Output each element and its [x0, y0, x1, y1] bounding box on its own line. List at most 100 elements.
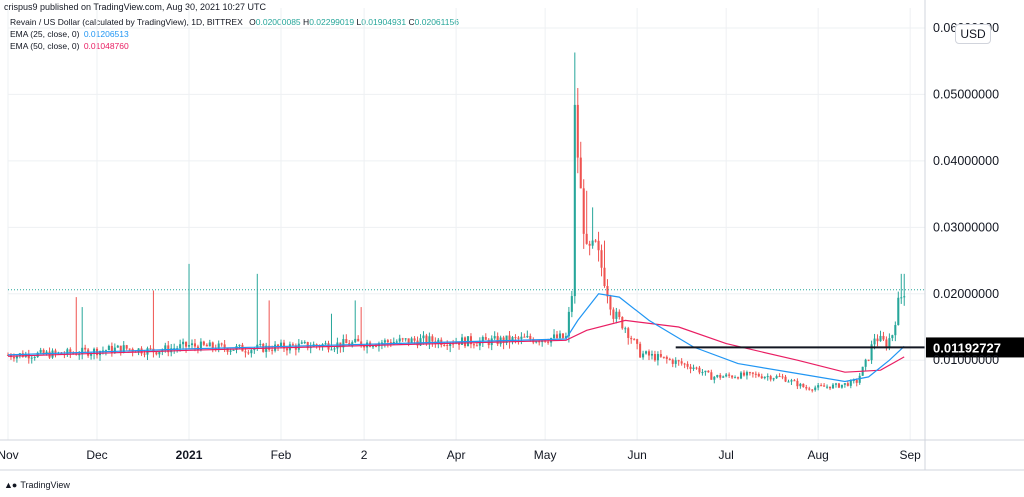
x-tick-label: 2021 [176, 448, 203, 462]
candle-body [636, 339, 639, 344]
support-price-label-bg [926, 337, 1024, 358]
candle-body [93, 348, 96, 354]
candle-body [125, 345, 128, 349]
candle-body [897, 297, 900, 326]
candle-body [217, 343, 220, 350]
x-tick-label: Apr [447, 448, 466, 462]
x-tick-label: Nov [0, 448, 19, 462]
candle-body [185, 341, 188, 347]
legend-ema25-label: EMA (25, close, 0) [10, 29, 80, 39]
candle-body [33, 357, 36, 359]
candle-body [647, 351, 651, 356]
candle-body [555, 334, 559, 338]
candle-body [226, 348, 229, 352]
axes: 0.060000000.050000000.040000000.03000000… [0, 0, 1024, 471]
candle-body [701, 372, 704, 374]
candle-body [21, 353, 24, 357]
candle-body [113, 347, 116, 353]
candle-body [208, 342, 211, 347]
candle-body [170, 348, 173, 353]
x-tick-label: Aug [807, 448, 828, 462]
candle-body [742, 372, 746, 376]
candle-body [689, 366, 692, 369]
candle-body [784, 376, 787, 382]
y-tick-label: 0.03000000 [933, 220, 999, 234]
candle-body [665, 356, 668, 359]
candle-body [182, 341, 185, 345]
candle-body [205, 344, 208, 347]
candle-body [722, 376, 725, 378]
ema25-line [7, 293, 905, 383]
candle-body [282, 342, 286, 349]
candle-body [642, 353, 645, 358]
candle-body [508, 335, 511, 342]
candle-body [223, 344, 226, 349]
support-price-label: 0.01192727 [933, 340, 1001, 355]
candle-body [383, 340, 386, 343]
candle-body [686, 363, 689, 367]
candle-body [232, 349, 235, 351]
candle-body [303, 342, 306, 344]
candle-body [179, 344, 182, 349]
candle-body [734, 377, 737, 379]
candle-body [775, 376, 778, 379]
candle-body [579, 157, 582, 189]
publish-info: crispus9 published on TradingView.com, A… [4, 2, 266, 12]
y-tick-label: 0.05000000 [933, 87, 999, 101]
candle-body [517, 337, 520, 339]
candle-body [754, 373, 757, 375]
candle-body [745, 372, 748, 376]
candle-body [849, 380, 852, 386]
candle-body [351, 342, 354, 346]
candle-body [241, 344, 244, 352]
candle-body [805, 387, 808, 389]
candle-body [615, 311, 618, 319]
candle-body [639, 343, 642, 358]
candle-body [250, 350, 253, 354]
candle-body [449, 343, 452, 346]
legend-high-label: H [303, 17, 310, 27]
candle-body [831, 384, 835, 389]
candle-body [757, 374, 760, 377]
candle-body [211, 342, 214, 349]
candle-body [443, 344, 446, 346]
candle-body [514, 337, 517, 339]
candle-body [766, 376, 769, 378]
candle-body [342, 339, 345, 348]
candle-body [879, 335, 882, 342]
candle-body [645, 351, 648, 354]
candle-body [300, 342, 303, 344]
candle-body [469, 336, 472, 345]
legend-ema25-row: EMA (25, close, 0) 0.01206513 [10, 28, 459, 40]
chart-legend: Revain / US Dollar (calculated by Tradin… [10, 16, 459, 52]
ema50-line [7, 319, 905, 373]
candle-body [778, 376, 781, 378]
candle-body [202, 341, 205, 345]
candle-body [793, 380, 796, 382]
candle-body [413, 338, 416, 341]
legend-open-value: 0.02000085 [255, 17, 301, 27]
candle-body [30, 357, 33, 359]
candle-body [505, 335, 508, 343]
x-tick-label: Sep [899, 448, 921, 462]
legend-ema50-value: 0.01048760 [83, 41, 129, 51]
candle-body [475, 345, 478, 347]
candle-body [81, 347, 84, 355]
candle-body [315, 344, 318, 346]
candle-body [404, 338, 407, 340]
candle-body [867, 359, 870, 361]
candle-body [606, 286, 609, 297]
candle-body [333, 348, 336, 350]
candle-body [739, 372, 743, 379]
candle-body [446, 345, 449, 347]
candle-body [621, 317, 624, 329]
currency-badge[interactable]: USD [955, 24, 991, 44]
candle-body [54, 350, 57, 353]
candle-body [618, 311, 621, 318]
candle-body [84, 347, 87, 350]
candle-body [374, 346, 378, 348]
candle-body [668, 358, 671, 360]
candle-body [719, 375, 722, 378]
candle-body [193, 343, 196, 347]
